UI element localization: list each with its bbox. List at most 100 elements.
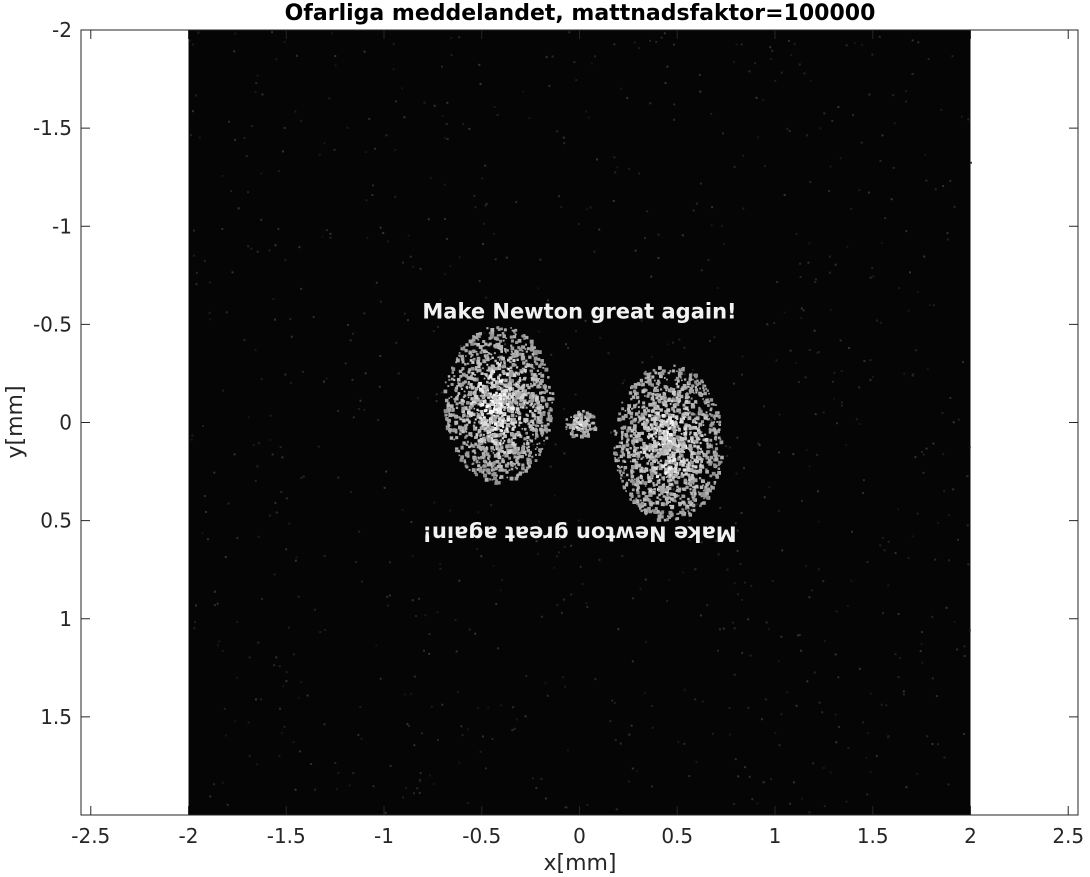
speckle-point <box>654 379 656 382</box>
speckle-point <box>641 422 645 426</box>
speckle-point <box>590 427 593 431</box>
speckle-point <box>679 453 684 458</box>
speckle-point <box>498 393 503 397</box>
speckle-point <box>641 479 644 482</box>
speckle-point <box>468 405 471 408</box>
speckle-point <box>515 407 520 411</box>
speckle-point <box>466 415 469 418</box>
noise-speck <box>650 476 653 479</box>
speckle-point <box>674 466 677 469</box>
noise-speck <box>458 761 461 764</box>
speckle-point <box>508 469 511 471</box>
speckle-point <box>648 449 651 452</box>
noise-speck <box>871 267 874 270</box>
speckle-point <box>677 512 680 515</box>
speckle-point <box>490 436 494 440</box>
speckle-point <box>526 347 530 351</box>
noise-speck <box>281 456 284 459</box>
speckle-point <box>635 497 638 500</box>
speckle-point <box>486 424 490 428</box>
speckle-point <box>654 466 658 471</box>
speckle-point <box>486 355 490 359</box>
speckle-point <box>680 417 684 421</box>
noise-speck <box>948 559 951 562</box>
speckle-point <box>664 488 668 492</box>
noise-speck <box>800 797 803 800</box>
speckle-point <box>704 433 707 436</box>
speckle-point <box>685 504 690 509</box>
speckle-point <box>700 492 705 497</box>
noise-speck <box>387 240 390 243</box>
speckle-point <box>657 372 661 375</box>
speckle-point <box>656 479 661 484</box>
noise-speck <box>237 207 240 210</box>
speckle-point <box>647 480 651 484</box>
speckle-point <box>650 417 655 422</box>
speckle-point <box>570 431 574 435</box>
speckle-point <box>651 477 654 480</box>
speckle-point <box>478 446 482 450</box>
noise-speck <box>736 436 739 439</box>
speckle-point <box>506 349 509 352</box>
speckle-point <box>474 366 478 369</box>
noise-speck <box>823 805 826 808</box>
speckle-point <box>658 493 661 497</box>
speckle-point <box>510 327 512 329</box>
speckle-point <box>503 434 507 438</box>
noise-speck <box>255 763 258 766</box>
noise-speck <box>718 628 721 631</box>
speckle-point <box>468 392 472 397</box>
speckle-point <box>464 363 467 366</box>
noise-speck <box>902 693 905 696</box>
speckle-point <box>689 468 694 472</box>
speckle-point <box>668 487 672 491</box>
noise-speck <box>840 369 843 372</box>
speckle-point <box>579 434 584 439</box>
noise-speck <box>806 680 809 683</box>
speckle-point <box>678 368 681 371</box>
speckle-point <box>474 395 479 400</box>
speckle-point <box>655 388 660 392</box>
noise-speck <box>664 82 667 85</box>
speckle-point <box>446 408 449 411</box>
speckle-point <box>647 392 651 396</box>
speckle-point <box>645 513 647 516</box>
speckle-point <box>488 336 492 340</box>
noise-speck <box>916 772 919 775</box>
speckle-point <box>570 430 574 434</box>
speckle-point <box>500 361 503 364</box>
speckle-point <box>626 438 630 442</box>
speckle-point <box>522 383 526 387</box>
speckle-point <box>647 473 649 476</box>
speckle-point <box>678 502 682 506</box>
noise-speck <box>503 343 506 346</box>
speckle-point <box>692 425 696 430</box>
speckle-point <box>462 419 466 423</box>
noise-speck <box>191 110 194 113</box>
speckle-point <box>672 456 676 460</box>
speckle-point <box>689 431 692 434</box>
noise-speck <box>257 535 260 538</box>
noise-speck <box>694 698 697 701</box>
speckle-point <box>675 473 679 476</box>
noise-speck <box>887 540 890 543</box>
speckle-point <box>629 434 633 438</box>
speckle-point <box>705 468 708 471</box>
speckle-point <box>532 405 535 409</box>
speckle-point <box>516 384 521 389</box>
speckle-point <box>458 425 462 430</box>
noise-speck <box>379 354 382 357</box>
speckle-point <box>492 394 496 398</box>
noise-speck <box>847 747 850 750</box>
speckle-point <box>677 494 680 497</box>
speckle-point <box>644 370 647 373</box>
speckle-point <box>482 427 486 431</box>
speckle-point <box>549 408 553 412</box>
speckle-point <box>530 398 535 403</box>
noise-speck <box>677 740 680 743</box>
speckle-point <box>691 479 694 482</box>
speckle-point <box>634 385 638 389</box>
speckle-point <box>539 416 543 420</box>
noise-speck <box>911 73 914 76</box>
noise-speck <box>682 571 685 574</box>
